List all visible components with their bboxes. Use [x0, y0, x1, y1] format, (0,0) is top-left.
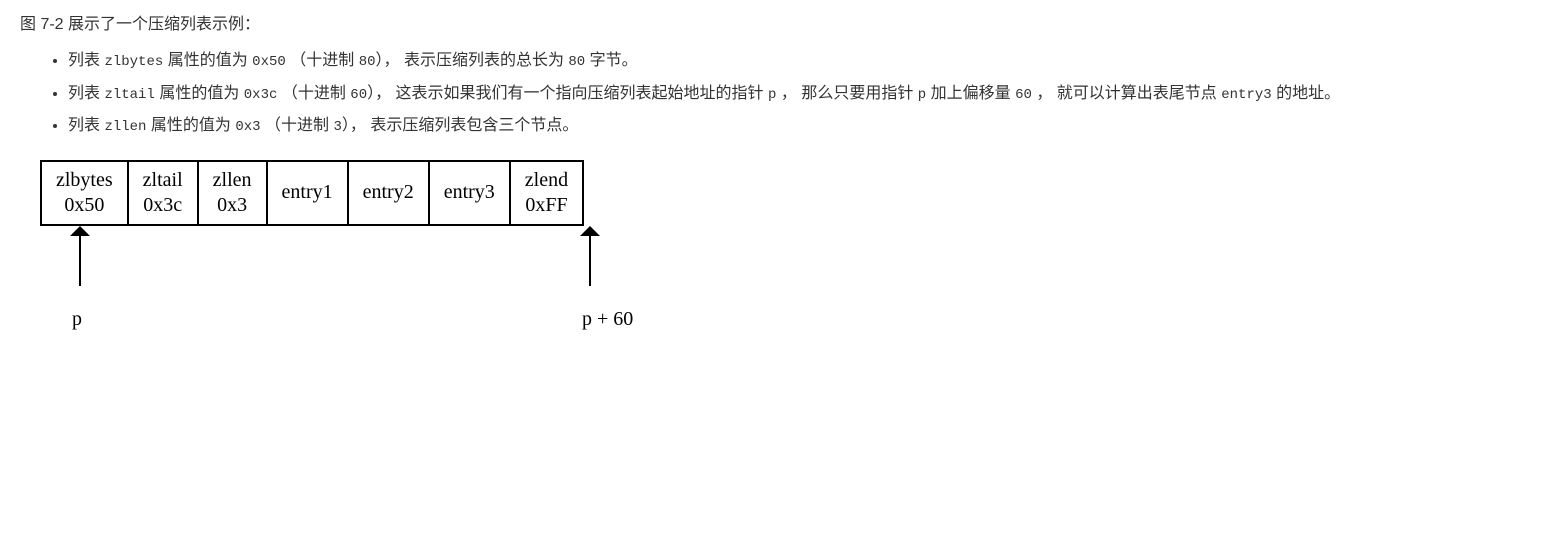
ziplist-cell: zlbytes0x50 [41, 161, 128, 225]
bullet-item: 列表 zllen 属性的值为 0x3 （十进制 3）， 表示压缩列表包含三个节点… [68, 111, 1521, 141]
ziplist-cell: zlend0xFF [510, 161, 583, 225]
ziplist-cell: entry3 [429, 161, 510, 225]
ziplist-row: zlbytes0x50zltail0x3czllen0x3entry1entry… [41, 161, 583, 225]
ziplist-table: zlbytes0x50zltail0x3czllen0x3entry1entry… [40, 160, 584, 226]
ziplist-cell: zllen0x3 [198, 161, 267, 225]
ziplist-cell: entry2 [348, 161, 429, 225]
arrow-row [40, 226, 1521, 296]
ziplist-cell: entry1 [267, 161, 348, 225]
pointer-arrow [580, 226, 600, 286]
bullet-list: 列表 zlbytes 属性的值为 0x50 （十进制 80）， 表示压缩列表的总… [20, 46, 1521, 141]
pointer-label: p + 60 [582, 300, 633, 338]
ziplist-diagram: zlbytes0x50zltail0x3czllen0x3entry1entry… [40, 160, 1521, 326]
bullet-item: 列表 zltail 属性的值为 0x3c （十进制 60）， 这表示如果我们有一… [68, 79, 1521, 109]
ziplist-cell: zltail0x3c [128, 161, 198, 225]
pointer-arrow [70, 226, 90, 286]
pointer-label-row: pp + 60 [40, 296, 1521, 326]
pointer-label: p [72, 300, 82, 338]
bullet-item: 列表 zlbytes 属性的值为 0x50 （十进制 80）， 表示压缩列表的总… [68, 46, 1521, 76]
intro-text: 图 7-2 展示了一个压缩列表示例： [20, 10, 1521, 40]
